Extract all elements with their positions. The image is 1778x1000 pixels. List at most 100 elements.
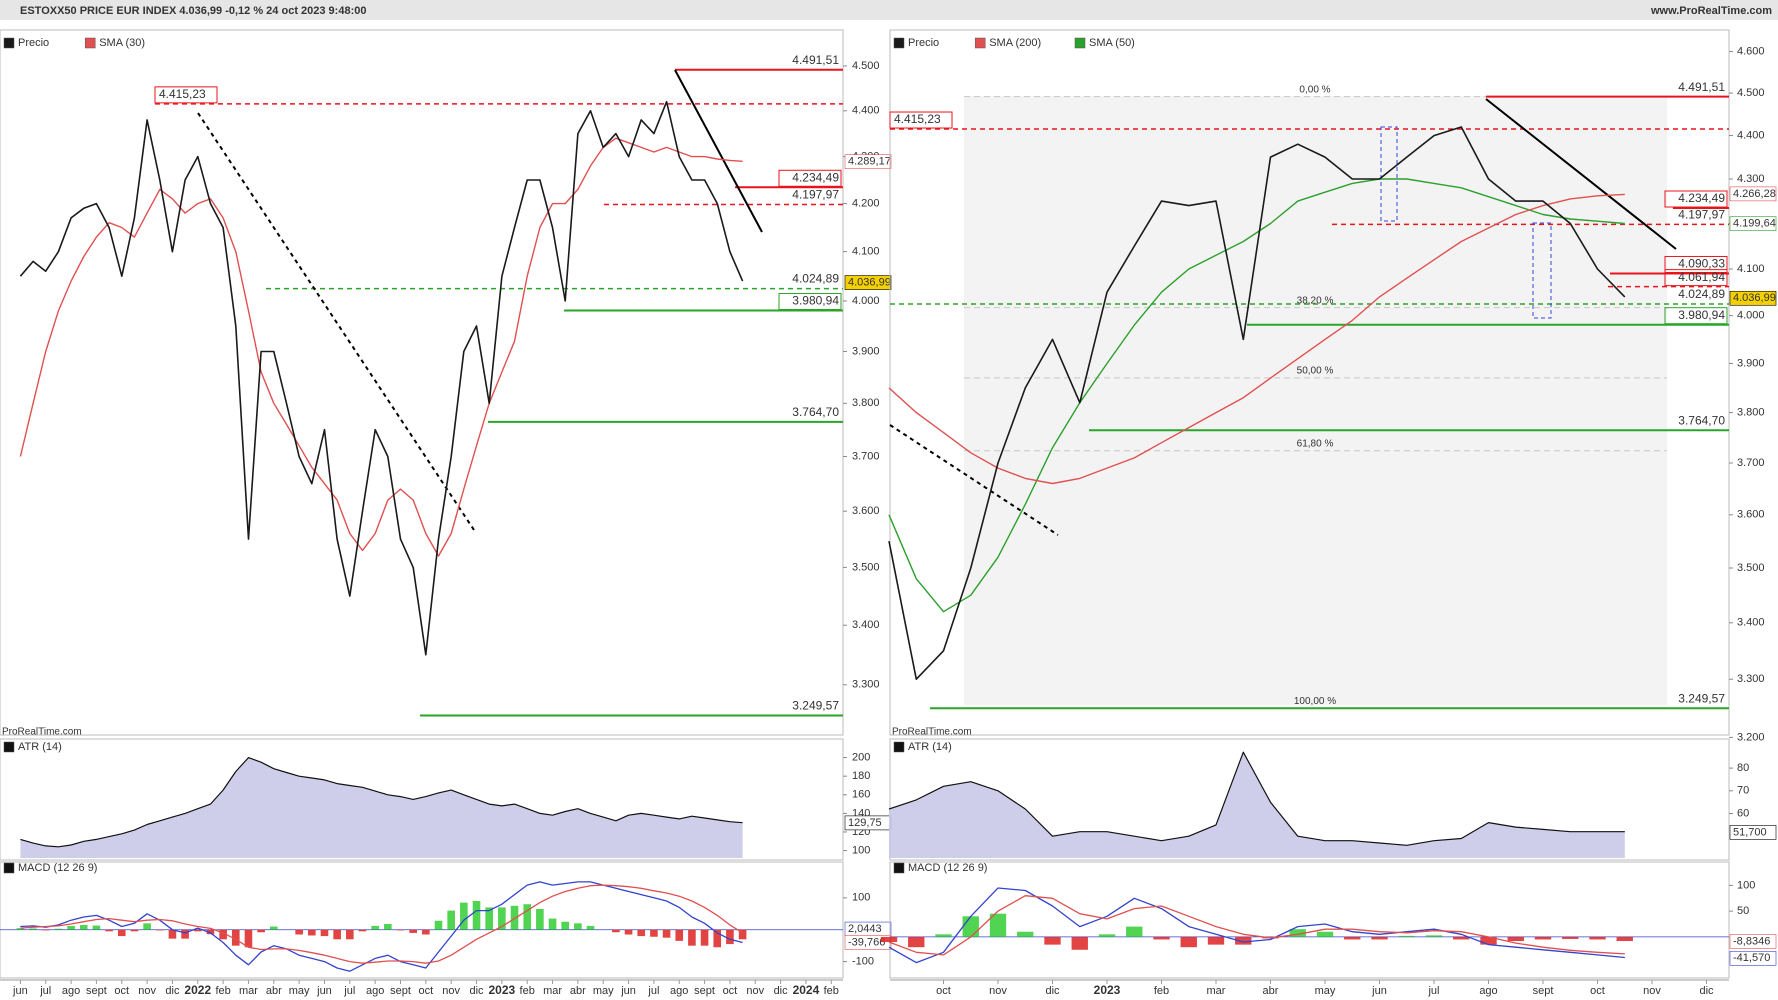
macd-frame [0,861,844,979]
macd-histogram-bar [346,929,354,940]
macd-histogram-bar [396,929,405,931]
level-label: 4.197,97 [792,188,839,202]
macd-histogram-bar [880,936,898,943]
sma-line [888,193,1625,485]
atr-line [20,757,743,848]
macd-histogram-bar [1098,934,1116,937]
macd-histogram-bar [1480,936,1497,945]
highlight-box [1532,222,1552,319]
y-tick-label: 180 [852,770,870,782]
macd-histogram-bar [713,929,722,948]
macd-line [20,881,743,972]
macd-histogram-bar [41,929,50,931]
trend-line [889,424,1059,536]
x-tick-label: nov [989,985,1007,997]
legend-label: SMA (50) [1089,37,1135,49]
macd-histogram-bar [536,908,544,930]
y-tick-label: 3.400 [852,619,880,631]
level-label-box [154,86,218,104]
y-tick-label: 3.300 [1737,673,1765,685]
y-tick-label: 4.500 [852,60,880,72]
macd-histogram-bar [1562,936,1579,939]
y-tick-label: 4.100 [1737,263,1765,275]
x-tick-label: feb [1154,985,1169,997]
x-tick-label: oct [723,985,738,997]
x-tick-label: mar [543,985,562,997]
x-tick-label: dic [774,985,789,997]
header-title: ESTOXX50 PRICE EUR INDEX 4.036,99 -0,12 … [20,5,366,17]
legend-label: ATR (14) [18,741,62,753]
macd-histogram-bar [650,929,658,937]
x-tick-label: oct [936,985,951,997]
level-label: 3.764,70 [1678,413,1725,427]
value-tag [1729,186,1777,202]
fib-label: 38,20 % [1297,295,1334,306]
x-tick-label: jul [343,985,355,997]
x-tick-label: 2023 [489,983,516,997]
legend-label: SMA (200) [989,37,1041,49]
x-tick-label: dic [1045,985,1060,997]
x-tick-label: oct [1590,985,1605,997]
legend-label: Precio [908,37,939,49]
macd-histogram-bar [612,929,620,933]
macd-histogram-bar [1017,931,1034,937]
y-tick-label: 4.400 [852,105,880,117]
header-bar [0,0,1778,20]
macd-line [888,887,1625,964]
level-label: 4.090,33 [1678,257,1725,271]
macd-histogram-bar [206,929,215,935]
watermark: ProRealTime.com [2,727,82,738]
trend-line [674,69,763,233]
macd-histogram-bar [1180,936,1197,948]
level-label: 4.234,49 [1678,191,1725,205]
value-tag [1729,290,1777,306]
macd-histogram-bar [371,925,379,930]
macd-histogram-bar [1371,936,1388,940]
level-label: 4.415,23 [894,112,941,126]
fib-zone [964,96,1667,705]
sma-line [19,137,743,557]
macd-histogram-bar [143,923,151,930]
value-tag-label: -41,570 [1733,952,1770,964]
y-tick-label: 60 [1737,807,1749,819]
value-tag-label: 4.266,28 [1733,188,1776,200]
level-label-box [778,169,842,187]
macd-histogram-bar [384,923,392,930]
y-tick-label: 3.500 [852,561,880,573]
y-tick-label: 3.700 [852,450,880,462]
x-tick-label: jul [39,985,51,997]
macd-histogram-bar [308,929,316,936]
macd-frame [889,861,1730,979]
header-site[interactable]: www.ProRealTime.com [1650,5,1772,17]
level-label: 4.024,89 [1678,287,1725,301]
macd-histogram-bar [168,929,177,939]
y-tick-label: 3.600 [852,505,880,517]
macd-histogram-bar [989,913,1007,937]
x-tick-label: may [593,985,614,997]
value-tag [1729,825,1777,840]
x-tick-label: abr [570,985,586,997]
y-tick-label: 3.300 [852,679,880,691]
macd-histogram-bar [1235,936,1252,945]
y-tick-label: 100 [852,892,870,904]
y-tick-label: 4.300 [1737,173,1765,185]
value-tag-label: -8,8346 [1733,935,1770,947]
legend-label: MACD (12 26 9) [18,862,97,874]
y-tick-label: 100 [1737,879,1755,891]
macd-histogram-bar [320,929,329,937]
macd-histogram-bar [244,929,253,948]
macd-histogram-bar [1153,936,1170,940]
x-tick-label: jun [12,985,28,997]
fib-label: 50,00 % [1297,365,1334,376]
level-label-box [778,292,842,310]
legend-swatch [1074,37,1086,49]
x-tick-label: dic [469,985,484,997]
value-tag-label: 129,75 [848,817,882,829]
macd-histogram-bar [117,929,126,937]
macd-histogram-bar [1398,935,1415,937]
atr-frame [889,738,1730,861]
value-tag-label: 51,700 [1733,826,1767,838]
x-tick-label: jun [620,985,636,997]
x-tick-label: abr [1263,985,1279,997]
value-tag-label: 4.036,99 [848,276,891,288]
